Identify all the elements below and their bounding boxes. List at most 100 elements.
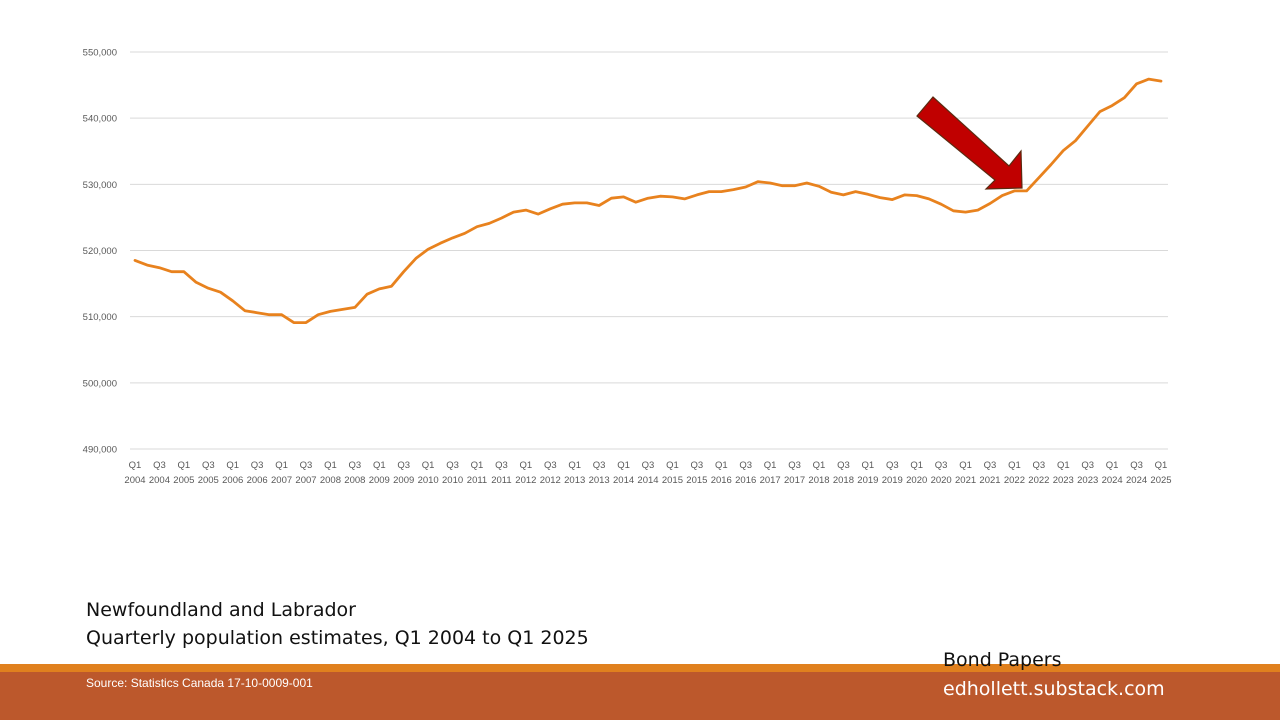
y-tick-label: 510,000 xyxy=(83,312,117,323)
x-tick-year: 2015 xyxy=(686,475,707,486)
x-tick-year: 2006 xyxy=(222,475,243,486)
x-tick-year: 2024 xyxy=(1102,475,1123,486)
x-tick-quarter: Q1 xyxy=(520,460,533,471)
x-tick-year: 2019 xyxy=(882,475,903,486)
x-tick-year: 2009 xyxy=(393,475,414,486)
x-tick-year: 2025 xyxy=(1150,475,1171,486)
x-tick-year: 2021 xyxy=(955,475,976,486)
population-line-chart: 490,000 500,000 510,000 520,000 530,000 540,0… xyxy=(83,48,1172,487)
x-tick-year: 2014 xyxy=(637,475,658,486)
x-tick-year: 2016 xyxy=(735,475,756,486)
x-tick-quarter: Q1 xyxy=(373,460,386,471)
x-axis-tick-labels: Q1 2004 Q3 2004 Q1 2005 Q3 2005 Q1 2006 Q3 2006 Q1 20… xyxy=(124,460,1171,486)
x-tick-year: 2009 xyxy=(369,475,390,486)
x-tick-year: 2018 xyxy=(833,475,854,486)
x-tick-quarter: Q1 xyxy=(715,460,728,471)
x-tick-quarter: Q1 xyxy=(422,460,435,471)
x-tick-quarter: Q3 xyxy=(1033,460,1046,471)
x-tick-quarter: Q3 xyxy=(544,460,557,471)
x-tick-year: 2017 xyxy=(760,475,781,486)
y-axis-tick-labels: 490,000 500,000 510,000 520,000 530,000 540,0… xyxy=(83,48,117,456)
x-tick-year: 2020 xyxy=(906,475,927,486)
brand-url: edhollett.substack.com xyxy=(943,678,1165,700)
source-note: Source: Statistics Canada 17-10-0009-001 xyxy=(86,676,313,690)
x-tick-year: 2007 xyxy=(295,475,316,486)
x-tick-year: 2024 xyxy=(1126,475,1147,486)
x-tick-quarter: Q3 xyxy=(642,460,655,471)
x-tick-year: 2008 xyxy=(344,475,365,486)
x-tick-quarter: Q1 xyxy=(666,460,679,471)
gridlines xyxy=(130,51,1168,450)
x-tick-quarter: Q1 xyxy=(813,460,826,471)
x-tick-quarter: Q3 xyxy=(251,460,264,471)
x-tick-year: 2013 xyxy=(564,475,585,486)
x-tick-quarter: Q1 xyxy=(471,460,484,471)
x-tick-year: 2021 xyxy=(979,475,1000,486)
x-tick-quarter: Q1 xyxy=(129,460,142,471)
x-tick-year: 2006 xyxy=(247,475,268,486)
x-tick-quarter: Q3 xyxy=(788,460,801,471)
x-tick-year: 2010 xyxy=(442,475,463,486)
x-tick-year: 2023 xyxy=(1077,475,1098,486)
x-tick-quarter: Q3 xyxy=(495,460,508,471)
x-tick-year: 2022 xyxy=(1028,475,1049,486)
x-tick-quarter: Q3 xyxy=(935,460,948,471)
x-tick-quarter: Q3 xyxy=(349,460,362,471)
x-tick-quarter: Q3 xyxy=(837,460,850,471)
x-tick-year: 2011 xyxy=(491,475,511,486)
x-tick-quarter: Q3 xyxy=(739,460,752,471)
x-tick-year: 2010 xyxy=(418,475,439,486)
x-tick-quarter: Q3 xyxy=(153,460,166,471)
x-tick-quarter: Q1 xyxy=(862,460,875,471)
x-tick-quarter: Q3 xyxy=(593,460,606,471)
x-tick-quarter: Q3 xyxy=(1081,460,1094,471)
x-tick-quarter: Q1 xyxy=(568,460,581,471)
x-tick-year: 2020 xyxy=(931,475,952,486)
x-tick-year: 2004 xyxy=(124,475,145,486)
y-tick-label: 530,000 xyxy=(83,180,117,191)
series-line xyxy=(133,77,1163,325)
population-series xyxy=(133,77,1163,325)
x-tick-quarter: Q1 xyxy=(1057,460,1070,471)
chart-caption-region: Newfoundland and Labrador xyxy=(86,599,356,621)
y-tick-label: 550,000 xyxy=(83,48,117,59)
x-tick-quarter: Q1 xyxy=(1106,460,1119,471)
x-tick-year: 2005 xyxy=(173,475,194,486)
x-tick-quarter: Q3 xyxy=(886,460,899,471)
y-tick-label: 490,000 xyxy=(83,445,117,456)
x-tick-year: 2012 xyxy=(515,475,536,486)
x-tick-year: 2016 xyxy=(711,475,732,486)
x-tick-quarter: Q3 xyxy=(446,460,459,471)
x-tick-quarter: Q1 xyxy=(226,460,239,471)
x-tick-quarter: Q3 xyxy=(397,460,410,471)
x-tick-year: 2011 xyxy=(467,475,487,486)
x-tick-year: 2018 xyxy=(808,475,829,486)
x-tick-year: 2015 xyxy=(662,475,683,486)
x-tick-year: 2014 xyxy=(613,475,634,486)
x-tick-quarter: Q1 xyxy=(617,460,630,471)
x-tick-year: 2019 xyxy=(857,475,878,486)
x-tick-year: 2012 xyxy=(540,475,561,486)
x-tick-quarter: Q1 xyxy=(1155,460,1168,471)
x-tick-quarter: Q1 xyxy=(178,460,191,471)
x-tick-quarter: Q1 xyxy=(959,460,972,471)
x-tick-year: 2008 xyxy=(320,475,341,486)
y-tick-label: 500,000 xyxy=(83,378,117,389)
x-tick-year: 2005 xyxy=(198,475,219,486)
x-tick-year: 2022 xyxy=(1004,475,1025,486)
x-tick-quarter: Q3 xyxy=(691,460,704,471)
y-tick-label: 520,000 xyxy=(83,246,117,257)
x-tick-year: 2007 xyxy=(271,475,292,486)
x-tick-year: 2013 xyxy=(589,475,610,486)
y-tick-label: 540,000 xyxy=(83,114,117,125)
x-tick-quarter: Q1 xyxy=(324,460,337,471)
x-tick-quarter: Q3 xyxy=(984,460,997,471)
x-tick-quarter: Q3 xyxy=(300,460,313,471)
chart-caption-description: Quarterly population estimates, Q1 2004 … xyxy=(86,627,589,649)
brand-name: Bond Papers xyxy=(943,649,1062,671)
red-arrow-icon xyxy=(916,96,1023,190)
footer-band xyxy=(0,672,1280,720)
x-tick-quarter: Q3 xyxy=(202,460,215,471)
red-arrow-shape xyxy=(916,96,1023,190)
x-tick-quarter: Q1 xyxy=(910,460,923,471)
